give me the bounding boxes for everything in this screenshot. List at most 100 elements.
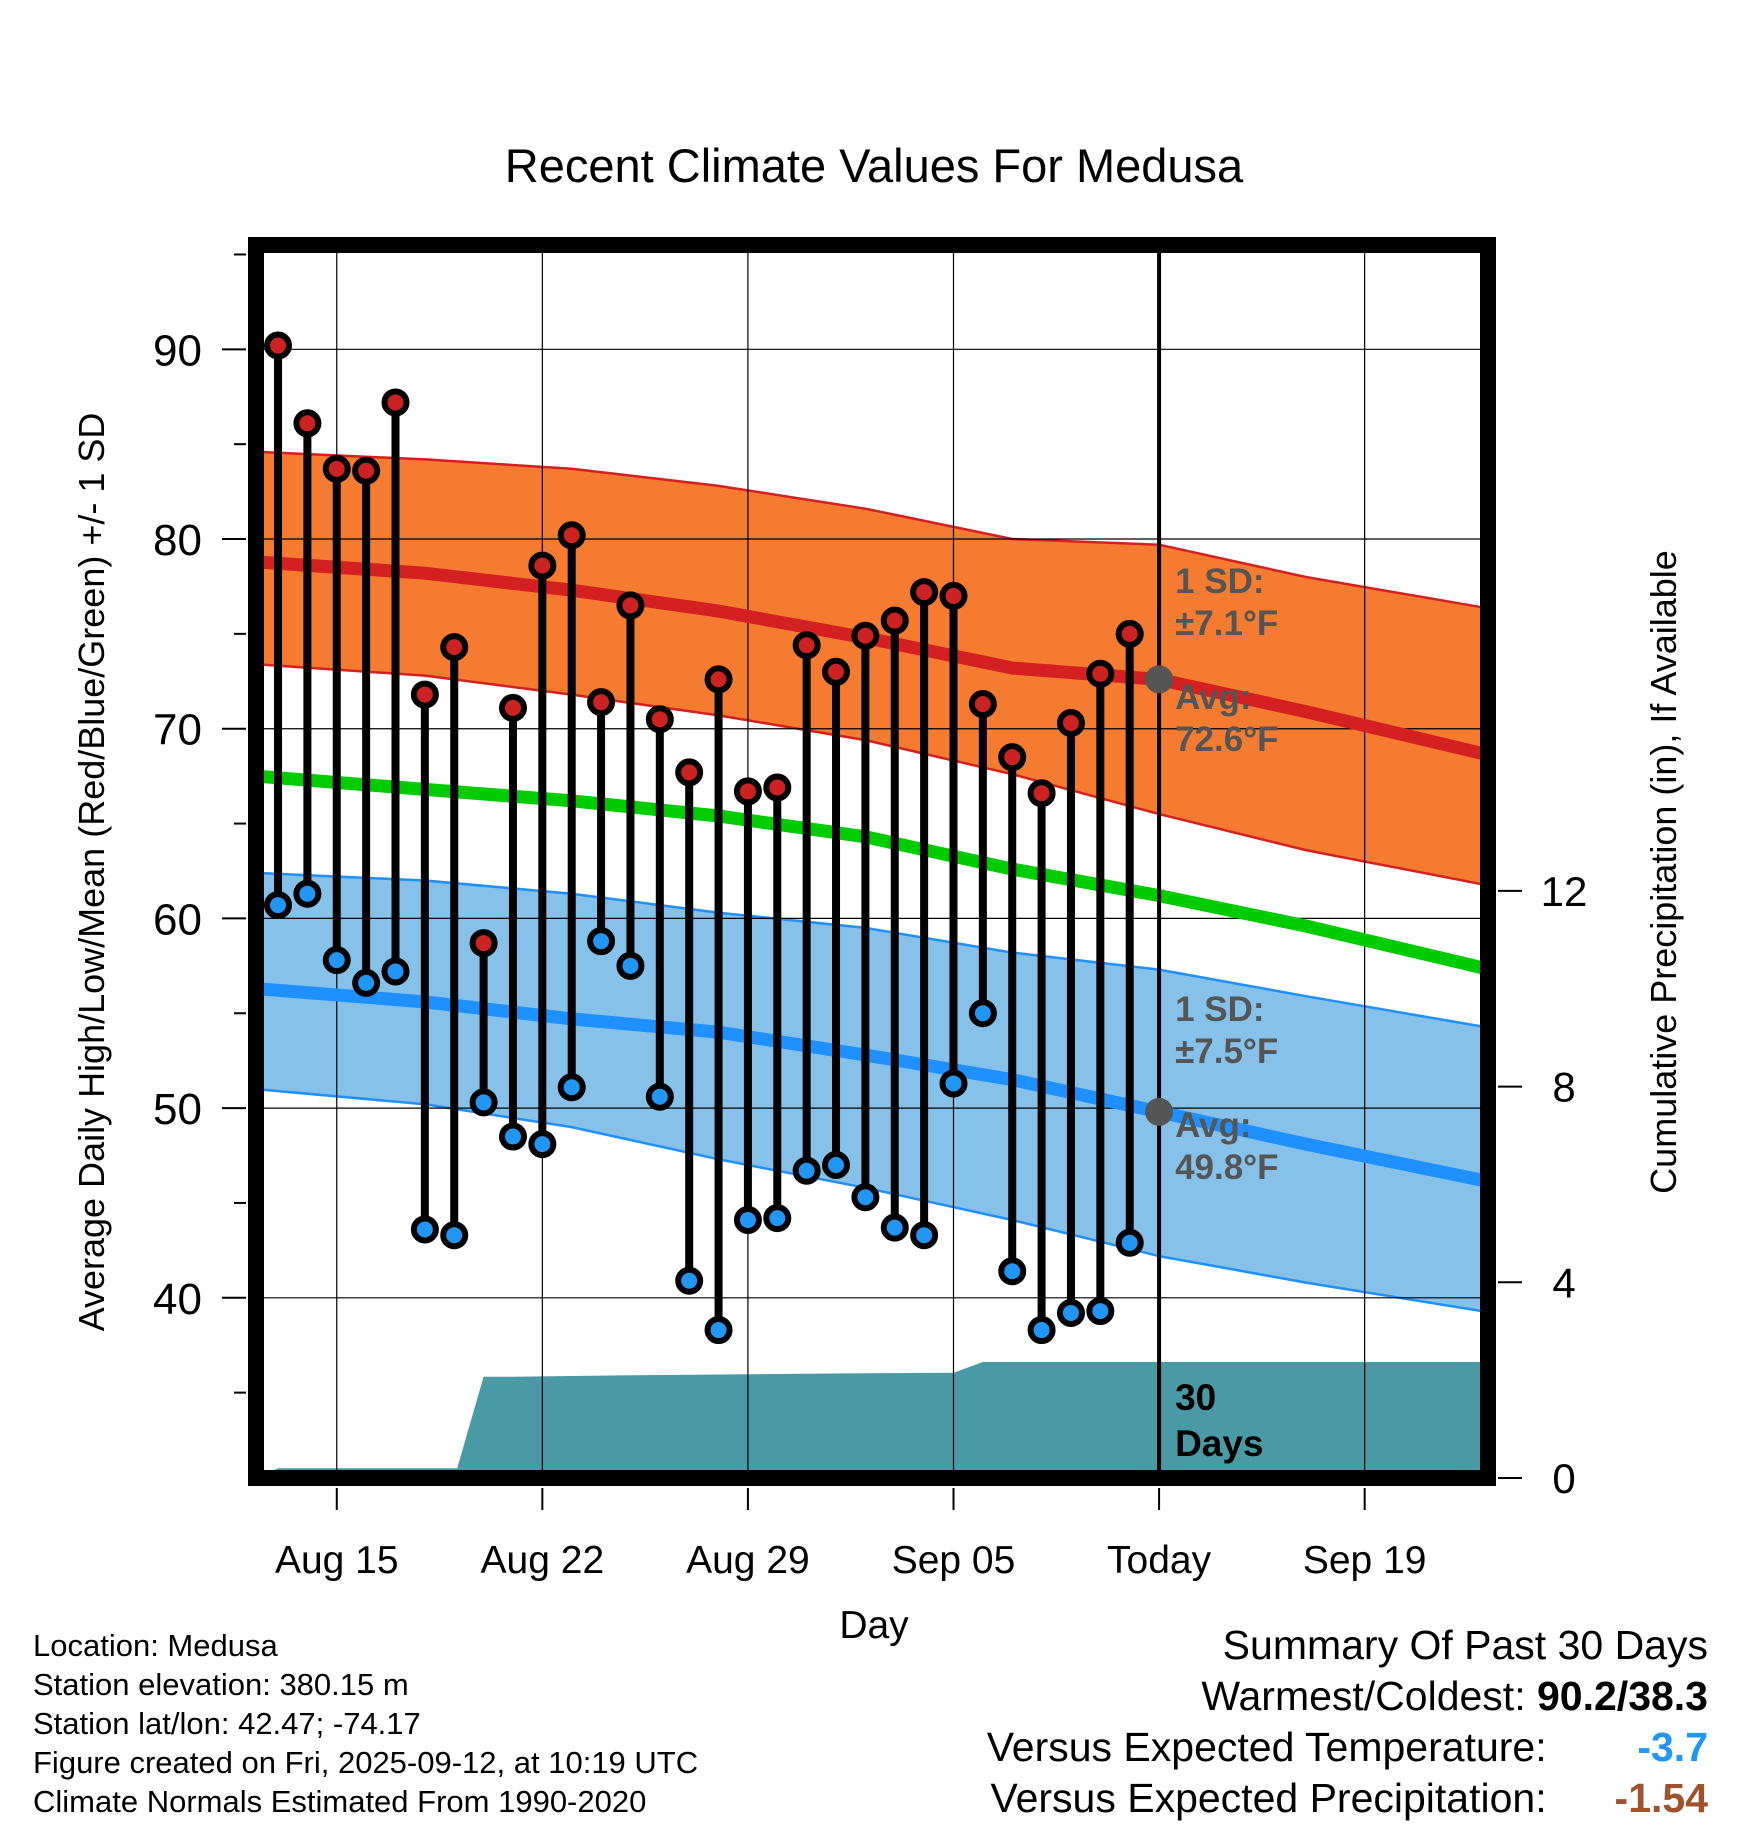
y2-tick-label: 12: [1541, 868, 1588, 915]
summary-title: Summary Of Past 30 Days: [1222, 1622, 1708, 1668]
daily-low-point: [410, 1215, 439, 1244]
low-avg-marker: [1145, 1097, 1174, 1126]
summary-warmest-label: Warmest/Coldest:: [1201, 1673, 1526, 1719]
daily-low-point: [587, 927, 616, 956]
daily-low-point: [528, 1130, 557, 1159]
daily-high-point: [1056, 709, 1085, 738]
daily-high-point: [792, 631, 821, 660]
daily-high-point: [587, 688, 616, 717]
days-window-label: 30 Days: [1175, 1377, 1263, 1464]
days-window-label-line: 30: [1175, 1377, 1216, 1418]
summary-temp-label: Versus Expected Temperature:: [986, 1724, 1547, 1770]
high-sd-upper-line: [256, 450, 1483, 609]
daily-low-point: [1115, 1228, 1144, 1257]
summary-panel: Summary Of Past 30 Days Warmest/Coldest:…: [987, 1620, 1708, 1824]
y-axis-label: Average Daily High/Low/Mean (Red/Blue/Gr…: [71, 413, 112, 1332]
high-sd-annotation: 1 SD: ±7.1°F: [1175, 562, 1278, 643]
daily-high-point: [675, 758, 704, 787]
daily-low-point: [733, 1206, 762, 1235]
daily-low-point: [1056, 1298, 1085, 1327]
summary-temp-row: Versus Expected Temperature: -3.7: [987, 1722, 1708, 1773]
x-tick-label: Aug 29: [686, 1539, 810, 1582]
y-tick-label: 60: [153, 895, 202, 944]
summary-precip-row: Versus Expected Precipitation: -1.54: [987, 1773, 1709, 1824]
high-sd-annotation-line: ±7.1°F: [1175, 604, 1278, 643]
summary-warmest-row: Warmest/Coldest: 90.2/38.3: [987, 1671, 1708, 1722]
daily-low-point: [1027, 1316, 1056, 1345]
daily-low-point: [440, 1221, 469, 1250]
daily-high-point: [733, 777, 762, 806]
daily-high-point: [998, 743, 1027, 772]
x-tick-label: Aug 15: [275, 1539, 399, 1582]
precip-area: [256, 1362, 1488, 1478]
daily-low-point: [968, 999, 997, 1028]
daily-high-point: [293, 409, 322, 438]
summary-warmest-value: 90.2/38.3: [1537, 1673, 1708, 1719]
daily-high-point: [645, 705, 674, 734]
x-axis-label: Day: [839, 1604, 909, 1647]
daily-low-point: [557, 1073, 586, 1102]
daily-high-point: [410, 680, 439, 709]
x-tick-label: Today: [1107, 1539, 1212, 1582]
daily-low-point: [645, 1082, 674, 1111]
y2-tick-label: 8: [1552, 1064, 1575, 1111]
daily-high-point: [1027, 779, 1056, 808]
daily-low-point: [763, 1204, 792, 1233]
low-avg-annotation-line: Avg:: [1175, 1106, 1251, 1145]
daily-high-point: [1086, 659, 1115, 688]
y-tick-label: 70: [153, 706, 202, 755]
info-elevation: Station elevation: 380.15 m: [33, 1667, 409, 1702]
info-latlon: Station lat/lon: 42.47; -74.17: [33, 1706, 421, 1741]
low-avg-annotation-line: 49.8°F: [1175, 1148, 1279, 1187]
x-tick-label: Sep 19: [1303, 1539, 1427, 1582]
summary-precip-label: Versus Expected Precipitation:: [990, 1775, 1547, 1821]
daily-high-point: [968, 690, 997, 719]
daily-low-point: [469, 1088, 498, 1117]
low-avg-annotation: Avg: 49.8°F: [1175, 1106, 1279, 1187]
summary-precip-value: -1.54: [1614, 1775, 1708, 1821]
info-created: Figure created on Fri, 2025-09-12, at 10…: [33, 1745, 699, 1780]
daily-high-point: [469, 929, 498, 958]
daily-low-point: [352, 968, 381, 997]
y2-axis-label: Cumulative Precipitation (in), If Availa…: [1643, 550, 1684, 1194]
high-avg-annotation: Avg: 72.6°F: [1175, 678, 1279, 759]
daily-low-point: [792, 1156, 821, 1185]
daily-low-point: [704, 1316, 733, 1345]
daily-high-point: [939, 581, 968, 610]
y-tick-label: 80: [153, 516, 202, 565]
daily-high-point: [264, 331, 293, 360]
daily-low-point: [381, 957, 410, 986]
daily-high-point: [704, 665, 733, 694]
daily-low-point: [498, 1122, 527, 1151]
daily-high-point: [528, 551, 557, 580]
daily-low-point: [939, 1069, 968, 1098]
daily-high-point: [1115, 619, 1144, 648]
daily-low-point: [910, 1221, 939, 1250]
daily-high-point: [322, 454, 351, 483]
daily-low-point: [880, 1213, 909, 1242]
low-sd-annotation-line: ±7.5°F: [1175, 1032, 1278, 1071]
daily-low-point: [998, 1257, 1027, 1286]
high-avg-annotation-line: Avg:: [1175, 678, 1251, 717]
y2-tick-label: 0: [1552, 1455, 1575, 1502]
high-sd-annotation-line: 1 SD:: [1175, 562, 1264, 601]
daily-low-point: [675, 1266, 704, 1295]
high-avg-annotation-line: 72.6°F: [1175, 720, 1279, 759]
daily-high-point: [381, 388, 410, 417]
x-tick-label: Aug 22: [481, 1539, 605, 1582]
daily-high-point: [440, 633, 469, 662]
daily-high-point: [910, 578, 939, 607]
summary-temp-value: -3.7: [1637, 1724, 1708, 1770]
daily-high-point: [616, 591, 645, 620]
days-window-label-line: Days: [1175, 1423, 1263, 1464]
daily-low-point: [1086, 1297, 1115, 1326]
low-sd-annotation-line: 1 SD:: [1175, 990, 1264, 1029]
daily-low-point: [322, 946, 351, 975]
y-tick-label: 40: [153, 1275, 202, 1324]
daily-high-point: [352, 456, 381, 485]
daily-high-point: [763, 773, 792, 802]
plot-frame: [248, 237, 1496, 1486]
y2-tick-label: 4: [1552, 1259, 1575, 1306]
y-tick-label: 50: [153, 1085, 202, 1134]
